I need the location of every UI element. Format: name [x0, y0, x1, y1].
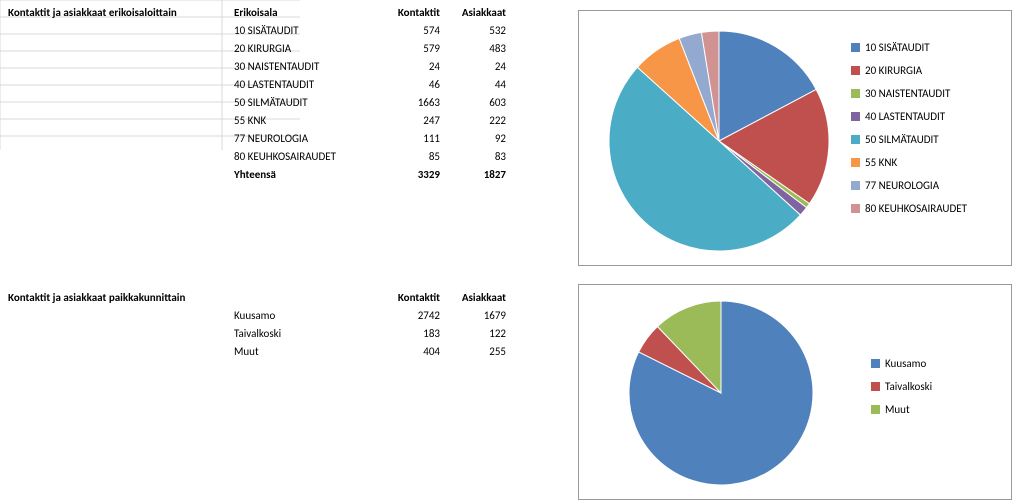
- legend-swatch: [851, 112, 860, 121]
- table2-title: Kontaktit ja asiakkaat paikkakunnittain: [4, 287, 230, 305]
- table-row: 10 SISÄTAUDIT 574 532: [4, 20, 510, 38]
- row-kontaktit: 1663: [378, 92, 444, 110]
- legend-swatch: [871, 382, 880, 391]
- legend-item: Taivalkoski: [871, 380, 932, 393]
- table1-total-label: Yhteensä: [230, 164, 378, 182]
- table2-col-asiakkaat: Asiakkaat: [444, 287, 510, 305]
- legend-label: 10 SISÄTAUDIT: [865, 41, 930, 54]
- table-row: 80 KEUHKOSAIRAUDET 85 83: [4, 146, 510, 164]
- legend-item: 10 SISÄTAUDIT: [851, 41, 967, 54]
- legend-item: 80 KEUHKOSAIRAUDET: [851, 202, 967, 215]
- row-asiakkaat: 255: [444, 341, 510, 359]
- legend-label: Kuusamo: [885, 357, 926, 370]
- table-row: 30 NAISTENTAUDIT 24 24: [4, 56, 510, 74]
- row-kontaktit: 111: [378, 128, 444, 146]
- legend-label: 40 LASTENTAUDIT: [865, 110, 945, 123]
- legend-swatch: [851, 66, 860, 75]
- legend-label: 30 NAISTENTAUDIT: [865, 87, 950, 100]
- legend-item: 40 LASTENTAUDIT: [851, 110, 967, 123]
- legend-item: Muut: [871, 403, 932, 416]
- row-asiakkaat: 1679: [444, 305, 510, 323]
- row-asiakkaat: 122: [444, 323, 510, 341]
- row-label: 30 NAISTENTAUDIT: [230, 56, 378, 74]
- legend-label: 55 KNK: [865, 156, 897, 169]
- row-asiakkaat: 532: [444, 20, 510, 38]
- legend-swatch: [871, 405, 880, 414]
- table2-col-label: [230, 287, 378, 305]
- legend-swatch: [851, 43, 860, 52]
- row-label: 10 SISÄTAUDIT: [230, 20, 378, 38]
- pie-chart-by-field: 10 SISÄTAUDIT 20 KIRURGIA 30 NAISTENTAUD…: [578, 10, 1012, 266]
- row-kontaktit: 574: [378, 20, 444, 38]
- legend-item: 20 KIRURGIA: [851, 64, 967, 77]
- table1-total-asiakkaat: 1827: [444, 164, 510, 182]
- row-asiakkaat: 483: [444, 38, 510, 56]
- legend-item: 55 KNK: [851, 156, 967, 169]
- legend-item: 30 NAISTENTAUDIT: [851, 87, 967, 100]
- legend-swatch: [851, 158, 860, 167]
- row-asiakkaat: 92: [444, 128, 510, 146]
- table-row: 40 LASTENTAUDIT 46 44: [4, 74, 510, 92]
- row-label: 40 LASTENTAUDIT: [230, 74, 378, 92]
- row-asiakkaat: 222: [444, 110, 510, 128]
- legend-label: 20 KIRURGIA: [865, 64, 922, 77]
- row-kontaktit: 404: [378, 341, 444, 359]
- table-by-place: Kontaktit ja asiakkaat paikkakunnittain …: [4, 287, 510, 359]
- row-asiakkaat: 24: [444, 56, 510, 74]
- row-kontaktit: 85: [378, 146, 444, 164]
- legend-label: Muut: [885, 403, 910, 416]
- row-label: Taivalkoski: [230, 323, 378, 341]
- table-row: 77 NEUROLOGIA 111 92: [4, 128, 510, 146]
- legend-swatch: [851, 135, 860, 144]
- row-label: 77 NEUROLOGIA: [230, 128, 378, 146]
- table-row: Kuusamo 2742 1679: [4, 305, 510, 323]
- legend-label: 77 NEUROLOGIA: [865, 179, 939, 192]
- pie2-legend: Kuusamo Taivalkoski Muut: [871, 357, 932, 426]
- row-asiakkaat: 83: [444, 146, 510, 164]
- spreadsheet-sheet: Kontaktit ja asiakkaat erikoisaloittain …: [0, 0, 1023, 503]
- row-kontaktit: 24: [378, 56, 444, 74]
- row-kontaktit: 247: [378, 110, 444, 128]
- row-kontaktit: 46: [378, 74, 444, 92]
- table-row: 50 SILMÄTAUDIT 1663 603: [4, 92, 510, 110]
- table2-col-kontaktit: Kontaktit: [378, 287, 444, 305]
- legend-label: Taivalkoski: [885, 380, 932, 393]
- legend-swatch: [851, 89, 860, 98]
- legend-item: 50 SILMÄTAUDIT: [851, 133, 967, 146]
- table-row: 55 KNK 247 222: [4, 110, 510, 128]
- table1-total-kontaktit: 3329: [378, 164, 444, 182]
- table1-col-label: Erikoisala: [230, 2, 378, 20]
- row-kontaktit: 579: [378, 38, 444, 56]
- legend-swatch: [851, 204, 860, 213]
- pie2-svg: [579, 285, 1011, 499]
- row-kontaktit: 183: [378, 323, 444, 341]
- pie-chart-by-place: Kuusamo Taivalkoski Muut: [578, 284, 1012, 500]
- row-label: Kuusamo: [230, 305, 378, 323]
- pie1-legend: 10 SISÄTAUDIT 20 KIRURGIA 30 NAISTENTAUD…: [851, 41, 967, 225]
- legend-item: 77 NEUROLOGIA: [851, 179, 967, 192]
- table1-col-asiakkaat: Asiakkaat: [444, 2, 510, 20]
- legend-swatch: [871, 359, 880, 368]
- table-row: Taivalkoski 183 122: [4, 323, 510, 341]
- row-label: 80 KEUHKOSAIRAUDET: [230, 146, 378, 164]
- row-label: Muut: [230, 341, 378, 359]
- legend-swatch: [851, 181, 860, 190]
- table-row: 20 KIRURGIA 579 483: [4, 38, 510, 56]
- legend-label: 50 SILMÄTAUDIT: [865, 133, 939, 146]
- row-asiakkaat: 44: [444, 74, 510, 92]
- legend-label: 80 KEUHKOSAIRAUDET: [865, 202, 967, 215]
- row-label: 20 KIRURGIA: [230, 38, 378, 56]
- row-label: 55 KNK: [230, 110, 378, 128]
- table-by-field: Kontaktit ja asiakkaat erikoisaloittain …: [4, 2, 510, 182]
- table1-col-kontaktit: Kontaktit: [378, 2, 444, 20]
- row-asiakkaat: 603: [444, 92, 510, 110]
- row-kontaktit: 2742: [378, 305, 444, 323]
- legend-item: Kuusamo: [871, 357, 932, 370]
- table-row: Muut 404 255: [4, 341, 510, 359]
- row-label: 50 SILMÄTAUDIT: [230, 92, 378, 110]
- table1-title: Kontaktit ja asiakkaat erikoisaloittain: [4, 2, 230, 20]
